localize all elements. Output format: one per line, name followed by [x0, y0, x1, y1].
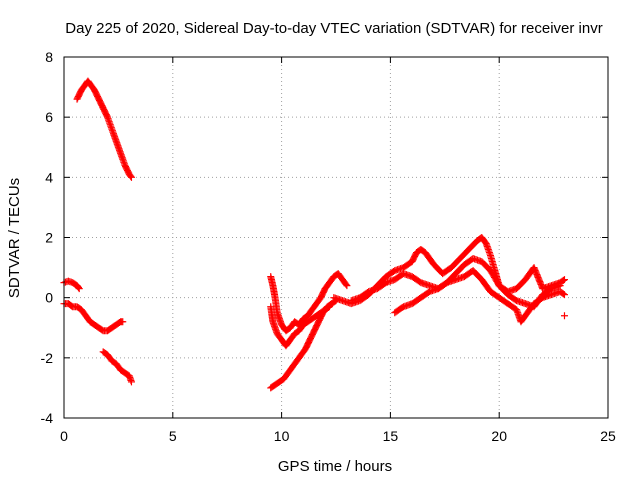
x-tick-label: 20: [491, 428, 507, 444]
data-point: [559, 290, 567, 298]
y-tick-label: 4: [45, 169, 53, 185]
data-point: [560, 276, 568, 284]
x-tick-label: 5: [169, 428, 177, 444]
y-tick-label: 0: [45, 290, 53, 306]
data-point: [127, 378, 135, 386]
data-point: [556, 282, 564, 290]
series-mid-lower: [267, 297, 340, 392]
series-mid-upper: [267, 270, 351, 335]
y-tick-label: -2: [41, 350, 54, 366]
data-point: [343, 282, 351, 290]
x-tick-label: 25: [600, 428, 616, 444]
x-axis-label: GPS time / hours: [278, 458, 392, 475]
axis-ticks: 0 5 10 15 20 25 -4 -2 0 2 4 6 8: [41, 49, 616, 444]
series-upper-early: [73, 77, 135, 181]
data-point: [559, 276, 567, 284]
chart-title: Day 225 of 2020, Sidereal Day-to-day VTE…: [65, 20, 602, 37]
series-early-lower: [99, 348, 135, 386]
y-axis-label: SDTVAR / TECUs: [6, 178, 23, 298]
y-tick-label: -4: [41, 410, 54, 426]
series-early-descending: [60, 300, 127, 335]
series-late-tertiary: [347, 255, 564, 311]
y-tick-label: 2: [45, 230, 53, 246]
grid-lines: [64, 57, 608, 418]
data-point: [119, 318, 127, 326]
x-tick-label: 15: [383, 428, 399, 444]
data-point: [560, 291, 568, 299]
series-late-secondary: [391, 267, 568, 326]
data-point: [75, 285, 83, 293]
data-point: [342, 280, 350, 288]
data-points: [60, 77, 568, 392]
data-point: [127, 172, 135, 180]
series-outlier: [560, 312, 568, 320]
series-early-near-zero: [60, 277, 83, 293]
data-point: [560, 312, 568, 320]
data-point: [127, 173, 135, 181]
data-point: [75, 284, 83, 292]
x-tick-label: 10: [274, 428, 290, 444]
y-tick-label: 6: [45, 109, 53, 125]
y-tick-label: 8: [45, 49, 53, 65]
x-tick-label: 0: [60, 428, 68, 444]
